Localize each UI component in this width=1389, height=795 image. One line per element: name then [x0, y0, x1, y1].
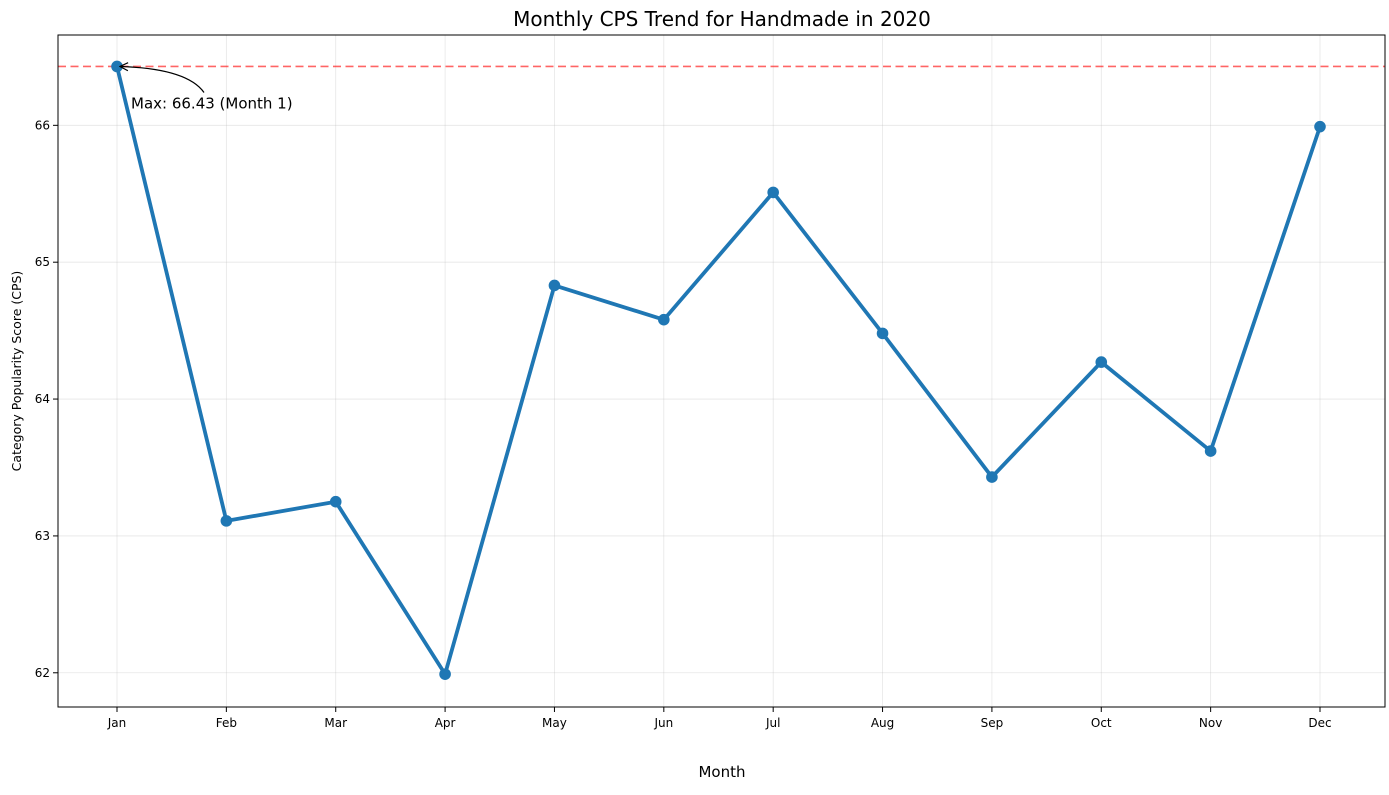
x-tick-label: May [542, 716, 567, 730]
x-tick-label: Sep [981, 716, 1004, 730]
x-tick-label: Dec [1308, 716, 1331, 730]
data-point-nov [1204, 445, 1217, 457]
x-axis-ticks: Jan Feb Mar Apr May Jun Jul Aug Sep Oct Nov Dec [107, 707, 1332, 730]
data-point-apr [439, 668, 451, 680]
data-point-jun [658, 313, 670, 326]
x-tick-label: Apr [435, 716, 456, 730]
annotation-layer: Max: 66.43 (Month 1) [120, 66, 293, 112]
series-line [115, 66, 1322, 677]
y-tick-label: 65 [35, 255, 50, 269]
annotation-arrow [120, 66, 205, 93]
data-point-dec [1314, 120, 1326, 133]
grid [58, 35, 1385, 707]
data-point-jul [767, 186, 779, 199]
x-tick-label: Jun [653, 716, 673, 730]
y-axis-ticks: 62 63 64 65 66 [35, 118, 58, 680]
x-tick-label: Feb [216, 716, 237, 730]
y-axis-label: Category Popularity Score (CPS) [9, 271, 24, 472]
data-point-feb [220, 515, 233, 527]
data-point-sep [986, 471, 998, 483]
chart-title: Monthly CPS Trend for Handmade in 2020 [513, 7, 931, 31]
data-point-mar [329, 495, 342, 508]
y-tick-label: 63 [35, 529, 50, 543]
data-point-oct [1095, 356, 1108, 368]
plot-area-frame [57, 34, 1386, 708]
data-point-aug [876, 327, 889, 340]
y-tick-label: 62 [35, 666, 50, 680]
max-annotation-label: Max: 66.43 (Month 1) [131, 94, 293, 112]
x-tick-label: Aug [871, 716, 894, 730]
y-tick-label: 64 [35, 392, 50, 406]
x-axis-label: Month [698, 763, 745, 781]
x-tick-label: Mar [324, 716, 347, 730]
series-layer [111, 60, 1326, 680]
x-tick-label: Nov [1199, 716, 1222, 730]
x-tick-label: Jul [765, 716, 780, 730]
data-point-may [548, 279, 561, 292]
x-tick-label: Jan [107, 716, 127, 730]
x-tick-label: Oct [1091, 716, 1112, 730]
y-tick-label: 66 [35, 118, 50, 132]
